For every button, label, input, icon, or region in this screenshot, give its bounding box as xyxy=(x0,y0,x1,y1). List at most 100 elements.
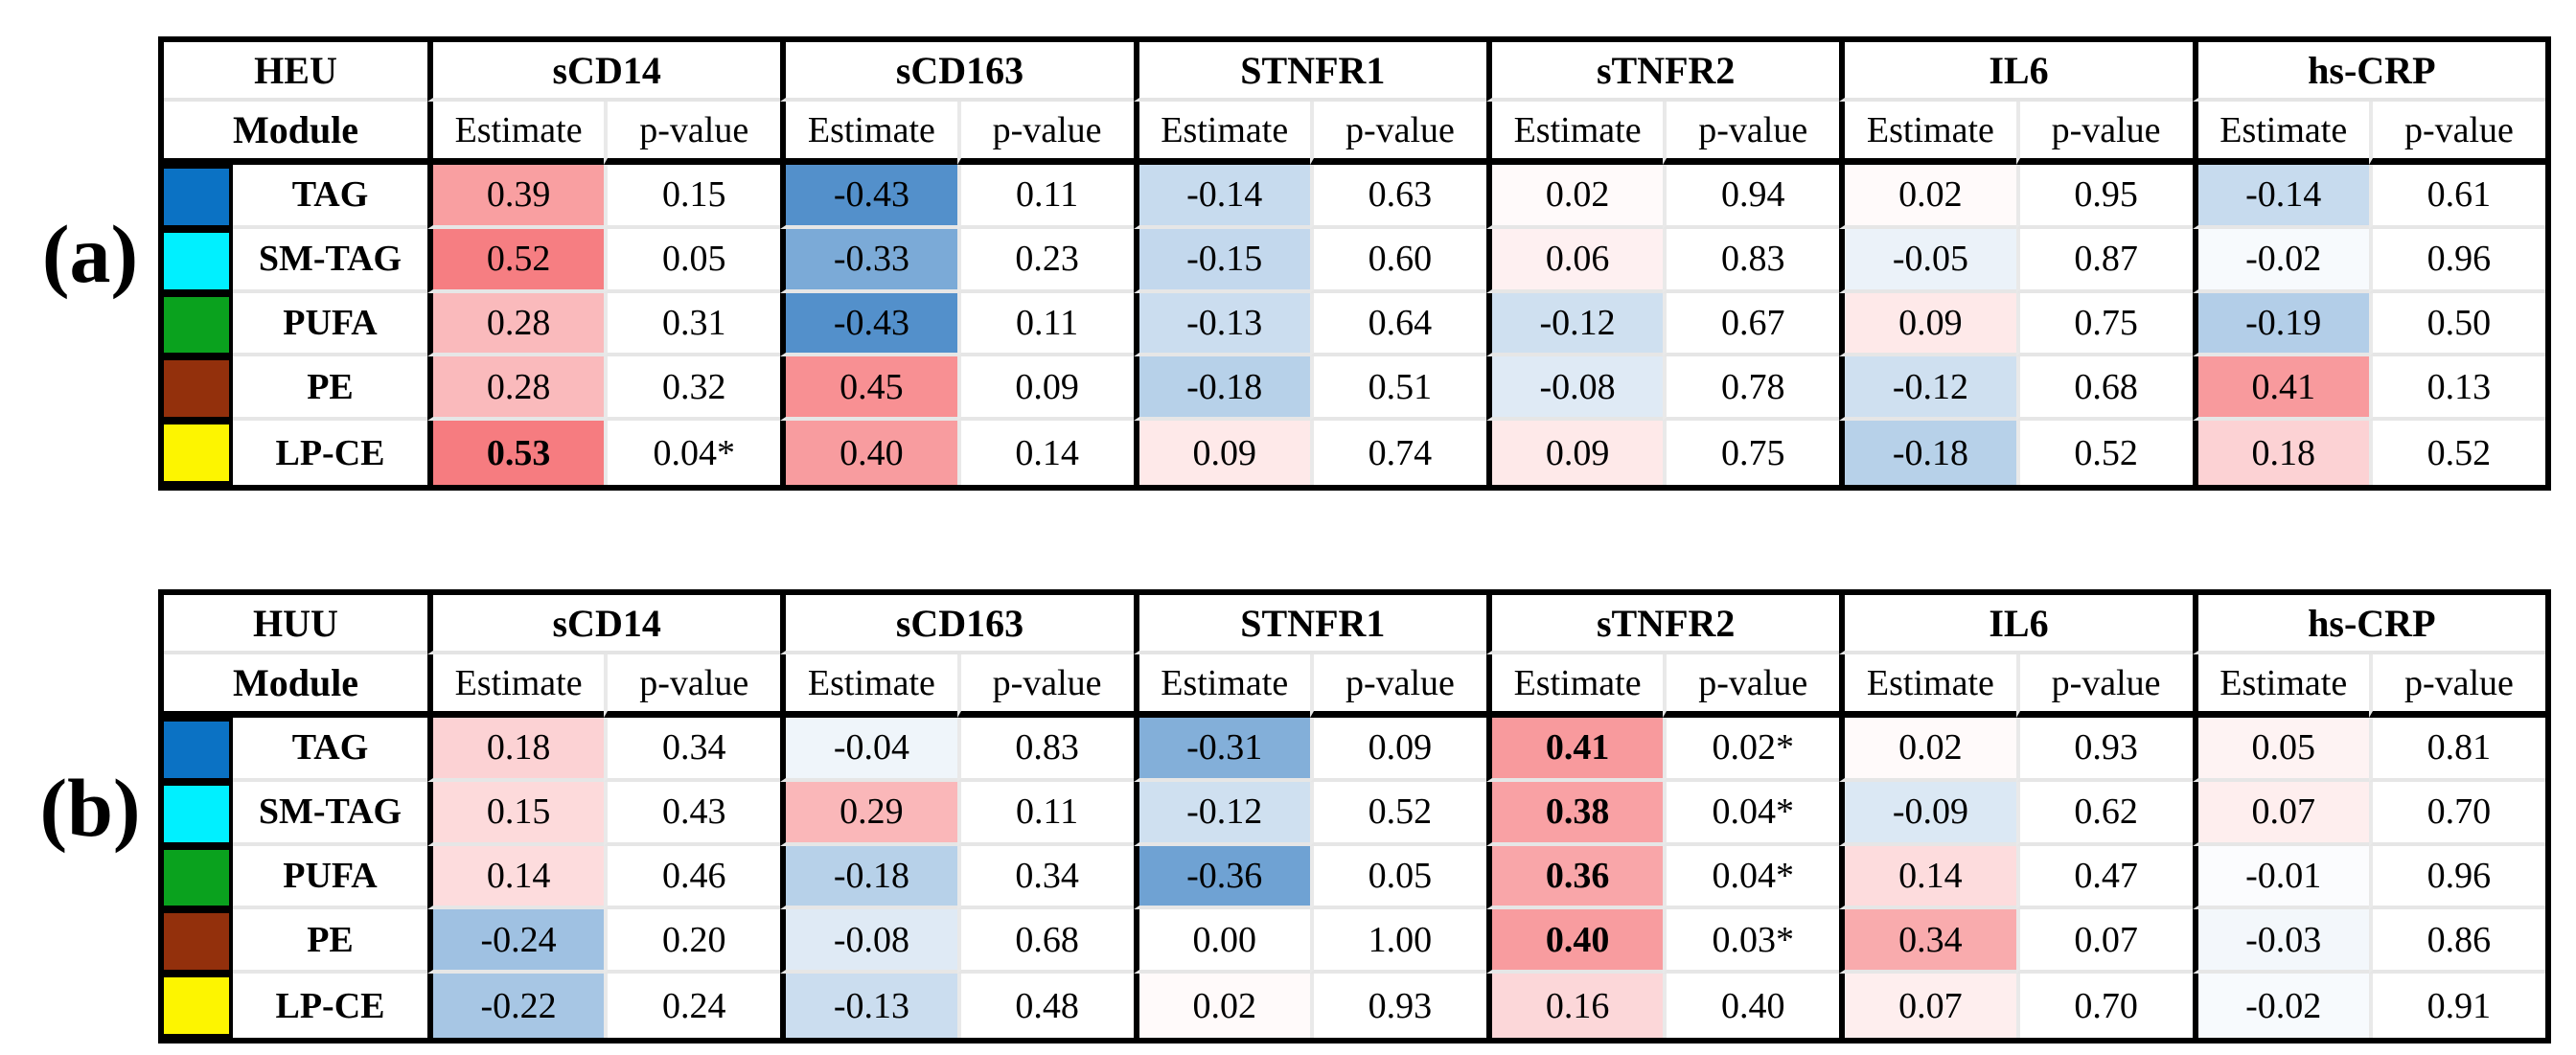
estimate-cell: 0.53 xyxy=(427,421,605,485)
pvalue-cell: 0.96 xyxy=(2368,845,2545,910)
pvalue-cell: 0.87 xyxy=(2015,228,2193,293)
estimate-cell: 0.28 xyxy=(427,292,605,357)
module-name: SM-TAG xyxy=(233,781,427,846)
biomarker-header: sCD163 xyxy=(780,595,1134,654)
estimate-column-header: Estimate xyxy=(780,102,957,165)
pvalue-cell: 0.24 xyxy=(604,974,781,1038)
pvalue-cell: 0.52 xyxy=(2015,421,2193,485)
pvalue-cell: 0.70 xyxy=(2015,974,2193,1038)
module-name: TAG xyxy=(233,718,427,782)
estimate-column-header: Estimate xyxy=(427,102,605,165)
pvalue-cell: 0.61 xyxy=(2368,165,2545,229)
biomarker-header: sTNFR2 xyxy=(1486,42,1840,102)
estimate-cell: 0.09 xyxy=(1486,421,1664,485)
estimate-cell: -0.31 xyxy=(1133,718,1310,782)
module-name: LP-CE xyxy=(233,974,427,1038)
biomarker-header: sCD163 xyxy=(780,42,1134,102)
estimate-cell: 0.38 xyxy=(1486,781,1664,846)
module-swatch xyxy=(164,165,233,229)
pvalue-cell: 0.95 xyxy=(2015,165,2193,229)
pvalue-cell: 0.23 xyxy=(956,228,1134,293)
pvalue-cell: 0.75 xyxy=(1663,421,1840,485)
estimate-cell: 0.41 xyxy=(2192,356,2369,422)
biomarker-header: hs-CRP xyxy=(2192,595,2545,654)
estimate-cell: -0.05 xyxy=(1839,228,2016,293)
estimate-cell: 0.07 xyxy=(1839,974,2016,1038)
estimate-cell: 0.18 xyxy=(427,718,605,782)
pvalue-cell: 0.47 xyxy=(2015,845,2193,910)
estimate-cell: 0.06 xyxy=(1486,228,1664,293)
pvalue-cell: 0.74 xyxy=(1309,421,1486,485)
pvalue-column-header: p-value xyxy=(1663,654,1840,718)
pvalue-cell: 0.52 xyxy=(2368,421,2545,485)
pvalue-cell: 0.68 xyxy=(956,909,1134,975)
estimate-cell: -0.13 xyxy=(780,974,957,1038)
pvalue-cell: 0.14 xyxy=(956,421,1134,485)
estimate-column-header: Estimate xyxy=(1486,102,1664,165)
biomarker-header: sCD14 xyxy=(427,595,781,654)
estimate-cell: -0.12 xyxy=(1133,781,1310,846)
estimate-cell: -0.24 xyxy=(427,909,605,975)
estimate-cell: -0.14 xyxy=(2192,165,2369,229)
pvalue-cell: 0.05 xyxy=(1309,845,1486,910)
estimate-cell: -0.33 xyxy=(780,228,957,293)
pvalue-cell: 0.02* xyxy=(1663,718,1840,782)
pvalue-cell: 0.94 xyxy=(1663,165,1840,229)
pvalue-cell: 0.34 xyxy=(956,845,1134,910)
pvalue-cell: 0.34 xyxy=(604,718,781,782)
cohort-header: HUU xyxy=(164,595,427,654)
estimate-cell: 0.09 xyxy=(1133,421,1310,485)
pvalue-cell: 0.11 xyxy=(956,292,1134,357)
pvalue-cell: 0.93 xyxy=(2015,718,2193,782)
pvalue-cell: 0.52 xyxy=(1309,781,1486,846)
panel-a-grid: HEU sCD14 sCD163 STNFR1 sTNFR2 IL6 hs-CRP Modul… xyxy=(164,42,2545,485)
module-name: PE xyxy=(233,909,427,975)
module-swatch xyxy=(164,909,233,975)
pvalue-cell: 0.64 xyxy=(1309,292,1486,357)
pvalue-cell: 0.11 xyxy=(956,781,1134,846)
pvalue-cell: 0.68 xyxy=(2015,356,2193,422)
estimate-column-header: Estimate xyxy=(2192,654,2369,718)
biomarker-header: sCD14 xyxy=(427,42,781,102)
estimate-cell: -0.02 xyxy=(2192,974,2369,1038)
pvalue-cell: 0.83 xyxy=(956,718,1134,782)
pvalue-column-header: p-value xyxy=(956,102,1134,165)
module-swatch xyxy=(164,228,233,293)
panel-b-table: HUU sCD14 sCD163 STNFR1 sTNFR2 IL6 hs-CRP Modul… xyxy=(158,589,2551,1044)
biomarker-header: sTNFR2 xyxy=(1486,595,1840,654)
estimate-column-header: Estimate xyxy=(1486,654,1664,718)
module-name: PUFA xyxy=(233,292,427,357)
module-swatch xyxy=(164,292,233,357)
estimate-cell: 0.14 xyxy=(427,845,605,910)
estimate-column-header: Estimate xyxy=(1839,654,2016,718)
pvalue-cell: 0.78 xyxy=(1663,356,1840,422)
estimate-cell: 0.39 xyxy=(427,165,605,229)
estimate-cell: 0.02 xyxy=(1133,974,1310,1038)
pvalue-cell: 0.43 xyxy=(604,781,781,846)
pvalue-column-header: p-value xyxy=(2368,654,2545,718)
pvalue-column-header: p-value xyxy=(2368,102,2545,165)
estimate-cell: 0.16 xyxy=(1486,974,1664,1038)
estimate-column-header: Estimate xyxy=(427,654,605,718)
estimate-cell: -0.08 xyxy=(780,909,957,975)
biomarker-header: IL6 xyxy=(1839,595,2193,654)
estimate-cell: -0.18 xyxy=(1839,421,2016,485)
pvalue-cell: 0.31 xyxy=(604,292,781,357)
estimate-cell: -0.36 xyxy=(1133,845,1310,910)
estimate-cell: 0.28 xyxy=(427,356,605,422)
pvalue-column-header: p-value xyxy=(1663,102,1840,165)
pvalue-cell: 0.70 xyxy=(2368,781,2545,846)
biomarker-header: STNFR1 xyxy=(1133,595,1486,654)
estimate-cell: 0.40 xyxy=(1486,909,1664,975)
estimate-cell: -0.08 xyxy=(1486,356,1664,422)
estimate-cell: 0.45 xyxy=(780,356,957,422)
estimate-cell: 0.02 xyxy=(1486,165,1664,229)
pvalue-cell: 0.91 xyxy=(2368,974,2545,1038)
pvalue-cell: 0.20 xyxy=(604,909,781,975)
module-name: LP-CE xyxy=(233,421,427,485)
module-swatch xyxy=(164,356,233,422)
pvalue-cell: 0.05 xyxy=(604,228,781,293)
cohort-header: HEU xyxy=(164,42,427,102)
estimate-cell: -0.19 xyxy=(2192,292,2369,357)
estimate-column-header: Estimate xyxy=(780,654,957,718)
